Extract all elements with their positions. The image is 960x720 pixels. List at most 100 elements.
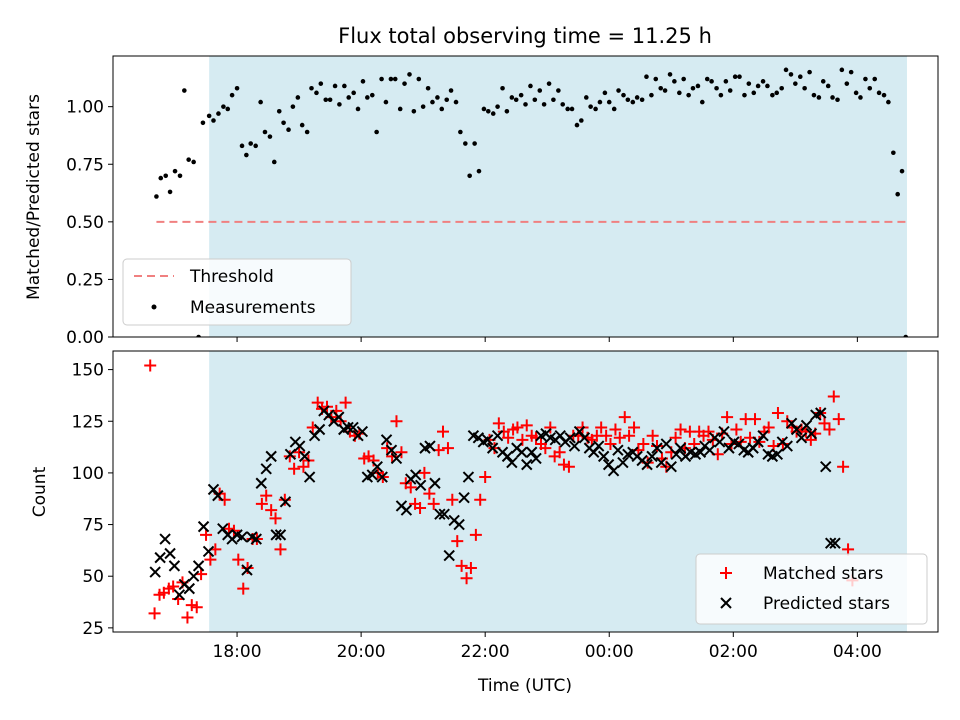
matched-star-point	[842, 543, 855, 556]
measurement-point	[182, 88, 187, 93]
measurement-point	[528, 83, 533, 89]
measurement-point	[467, 173, 472, 179]
measurement-point	[323, 97, 329, 103]
predicted-star-point	[486, 442, 499, 454]
matched-star-point	[190, 601, 203, 614]
measurement-point	[732, 74, 738, 80]
matched-star-point	[604, 437, 617, 450]
predicted-star-point	[607, 465, 620, 477]
predicted-star-point	[342, 421, 354, 434]
predicted-star-point	[294, 440, 306, 452]
measurement-point	[416, 76, 422, 82]
predicted-star-point	[173, 589, 186, 601]
matched-star-point	[520, 419, 533, 432]
measurement-point	[476, 168, 482, 174]
predicted-star-point	[713, 436, 726, 448]
measurement-point	[314, 90, 319, 96]
measurement-point	[681, 76, 686, 82]
matched-star-point	[618, 411, 631, 424]
matched-star-point	[451, 535, 464, 548]
measurement-point	[402, 81, 407, 86]
measurement-point	[556, 88, 561, 93]
y-tick-label: 0.50	[66, 213, 104, 233]
predicted-star-point	[241, 564, 253, 576]
matched-star-point	[628, 421, 641, 434]
measurement-point	[163, 173, 169, 179]
predicted-star-point	[333, 411, 345, 423]
bottom-plot-frame	[112, 350, 939, 633]
matched-star-point	[730, 423, 743, 436]
matched-star-point	[232, 553, 245, 566]
measurement-point	[304, 129, 310, 135]
matched-star-point	[386, 450, 399, 463]
measurement-point	[518, 92, 524, 98]
measurement-point	[667, 72, 673, 77]
legend-measurements-label: Measurements	[190, 298, 316, 318]
matched-star-point	[818, 417, 831, 430]
measurement-point	[727, 88, 733, 93]
matched-star-point	[544, 421, 557, 434]
measurement-point	[200, 120, 206, 126]
measurement-point	[444, 97, 450, 103]
matched-star-point	[418, 466, 431, 479]
measurement-point	[899, 168, 905, 174]
matched-star-point	[827, 390, 840, 403]
measurement-point	[258, 99, 263, 105]
measurement-point	[686, 92, 691, 98]
measurement-point	[634, 95, 640, 100]
measurement-point	[825, 83, 831, 89]
legend-matched-label: Matched stars	[763, 564, 883, 584]
predicted-star-point	[303, 471, 316, 483]
measurement-point	[649, 92, 654, 98]
matched-star-point	[404, 481, 417, 494]
measurement-point	[690, 85, 696, 91]
measurement-point	[774, 90, 780, 96]
measurement-point	[886, 99, 891, 105]
matched-star-point	[414, 502, 427, 515]
measurement-point	[881, 92, 887, 98]
measurement-point	[839, 67, 845, 73]
predicted-star-point	[298, 450, 311, 463]
measurement-point	[853, 90, 859, 96]
chart-title: Flux total observing time = 11.25 h	[338, 24, 712, 48]
matched-star-point	[390, 415, 403, 428]
measurement-point	[876, 90, 882, 96]
x-tick-label: 04:00	[833, 642, 882, 662]
x-tick-label: 20:00	[337, 642, 386, 662]
matched-star-point	[651, 440, 664, 453]
measurement-point	[672, 79, 677, 84]
predicted-star-point	[260, 463, 272, 475]
measurement-point	[662, 88, 668, 93]
measurement-point	[271, 159, 277, 165]
y-tick-label: 150	[72, 361, 104, 381]
measurement-point	[411, 108, 417, 114]
predicted-star-point	[578, 432, 591, 444]
predicted-star-point	[197, 520, 210, 533]
matched-star-point	[200, 528, 213, 541]
legend-threshold-label: Threshold	[189, 267, 274, 287]
predicted-star-point	[207, 483, 220, 496]
predicted-star-point	[424, 440, 436, 452]
measurement-point	[485, 108, 491, 114]
predicted-star-point	[149, 566, 161, 578]
measurement-point	[760, 79, 766, 84]
matched-star-point	[269, 512, 282, 525]
measurement-point	[229, 92, 235, 98]
measurement-point	[560, 102, 566, 107]
measurement-point	[374, 129, 379, 135]
predicted-star-point	[453, 518, 465, 531]
predicted-star-point	[646, 450, 658, 463]
measurement-point	[481, 106, 487, 112]
measurement-point	[327, 97, 333, 103]
predicted-star-point	[757, 430, 769, 442]
predicted-star-point	[250, 533, 262, 545]
predicted-star-point	[660, 438, 673, 450]
matched-star-point	[646, 429, 659, 442]
measurement-point	[234, 85, 240, 91]
measurement-point	[644, 74, 649, 80]
matched-star-point	[437, 425, 449, 438]
measurement-point	[742, 92, 747, 98]
measurement-point	[360, 79, 366, 84]
measurement-point	[872, 76, 878, 82]
matched-star-point	[255, 497, 268, 510]
